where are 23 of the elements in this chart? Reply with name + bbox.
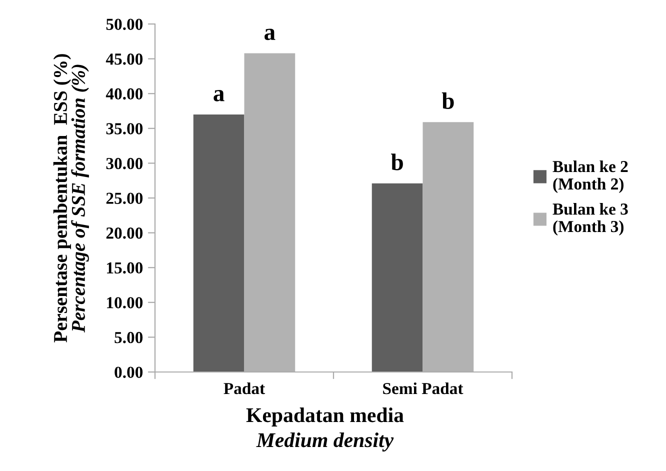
y-tick-label: 20.00 (106, 228, 143, 239)
y-tick-label: 0.00 (114, 366, 143, 378)
annotation: b (442, 92, 454, 110)
y-tick-label: 30.00 (106, 158, 143, 170)
x-tick-label: Semi Padat (383, 382, 464, 394)
annotation: a (214, 90, 224, 102)
y-tick-label: 35.00 (106, 123, 143, 134)
annotation: a (264, 28, 276, 40)
legend-label: Bulan ke 2 (Month 2) (552, 160, 628, 193)
y-tick-label: 10.00 (107, 297, 143, 308)
y-tick-label: 45.00 (106, 54, 143, 65)
x-tick-label: Padat (224, 382, 266, 394)
x-axis-title: Kepadatan media Medium density (246, 408, 404, 452)
y-tick-label: 25.00 (106, 192, 143, 204)
bar (193, 114, 244, 372)
y-axis-title: Persentase pembentukan ESS (%) Percentage of SSE formation (%) (53, 54, 89, 342)
y-tick-label: 40.00 (106, 88, 143, 100)
y-tick-label: 15.00 (107, 262, 143, 274)
legend-label: Bulan ke 3 (Month 3) (552, 203, 628, 236)
annotation: b (391, 154, 403, 170)
y-tick-label: 50.00 (106, 18, 143, 30)
y-tick-label: 5.00 (114, 332, 143, 344)
bar (372, 183, 423, 372)
